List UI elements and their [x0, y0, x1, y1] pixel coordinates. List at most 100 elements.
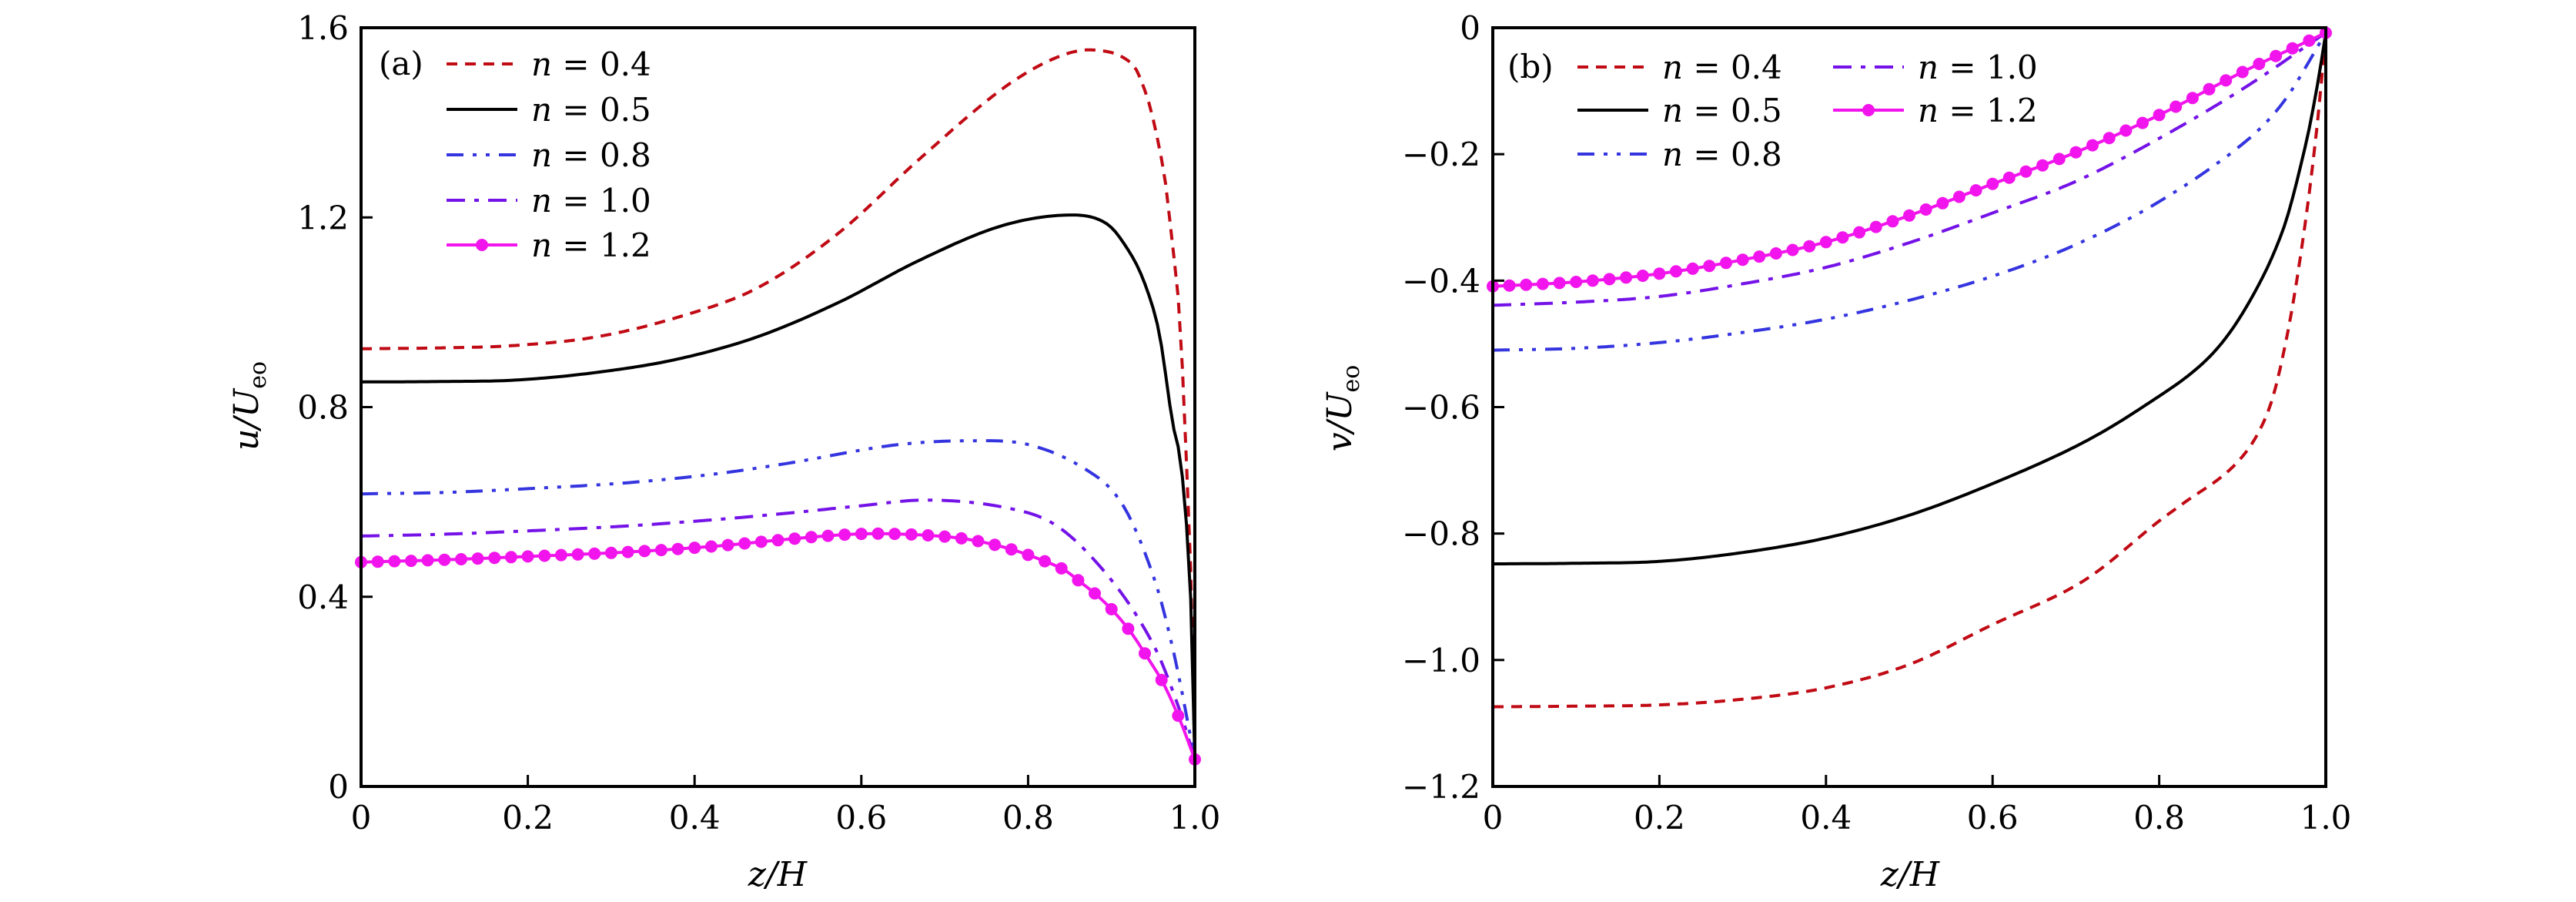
panel-a-legend-item: n = 1.2	[447, 226, 651, 264]
panel-b-y-axis-label: v/Ueo	[1320, 365, 1365, 452]
panel-b-marker-n-1-2	[2203, 82, 2216, 96]
panel-a-marker-n-1-2	[788, 532, 801, 545]
panel-a-marker-n-1-2	[989, 538, 1002, 552]
panel-a-marker-n-1-2	[972, 535, 985, 548]
panel-b-marker-n-1-2	[2253, 58, 2266, 70]
panel-b-x-ticks: 0 0.2 0.4 0.6 0.8 1.0	[1483, 775, 2352, 837]
panel-b-marker-n-1-2	[1653, 267, 1666, 280]
panel-a-series-n-0-4	[360, 48, 1196, 759]
panel-b-marker-n-1-2	[1520, 278, 1533, 291]
panel-a-x-tick-label: 1.0	[1169, 799, 1221, 837]
panel-b-marker-n-1-2	[1720, 257, 1732, 270]
panel-a-marker-n-1-2	[704, 540, 718, 553]
panel-b-legend-item: n = 0.4	[1577, 49, 1782, 86]
panel-b-legend: (b) n = 0.4 n = 0.5 n = 0.8 n = 1.0 n = 1.2	[1507, 48, 2038, 173]
panel-a-marker-n-1-2	[738, 537, 751, 550]
legend-label: n = 0.8	[1662, 136, 1782, 173]
panel-b-marker-n-1-2	[1836, 231, 1849, 244]
panel-b-marker-n-1-2	[1603, 273, 1616, 286]
panel-b-y-tick-label: −1.2	[1402, 768, 1480, 806]
panel-a-marker-n-1-2	[455, 553, 467, 565]
panel-b-marker-n-1-2	[1570, 276, 1583, 288]
panel-a-y-tick-label: 0	[328, 768, 349, 806]
panel-b-x-tick-label: 0.6	[1967, 799, 2019, 837]
panel-b-marker-n-1-2	[2069, 146, 2083, 159]
panel-b-marker-n-1-2	[2286, 42, 2299, 55]
panel-a-velocity-u: 0 0.2 0.4 0.6 0.8 1.0 0 0.4 0.8 1.2 1.6 z/H u/Ueo…	[227, 9, 1220, 894]
panel-b-marker-n-1-2	[2036, 159, 2049, 172]
panel-b-marker-n-1-2	[2136, 116, 2149, 129]
panel-b-tag: (b)	[1507, 48, 1554, 86]
panel-a-series-n-1-2	[360, 531, 1196, 760]
panel-b-x-tick-label: 1.0	[2300, 799, 2352, 837]
legend-marker-sample	[1862, 104, 1875, 116]
panel-a-marker-n-1-2	[671, 542, 684, 555]
panel-a-marker-n-1-2	[571, 548, 584, 561]
panel-b-marker-n-1-2	[1869, 220, 1882, 233]
panel-a-marker-n-1-2	[855, 528, 868, 541]
panel-a-x-tick-label: 0.6	[835, 799, 887, 837]
panel-b-marker-n-1-2	[1636, 270, 1649, 282]
panel-b-marker-n-1-2	[2086, 139, 2099, 152]
panel-b-marker-n-1-2	[1919, 203, 1932, 216]
panel-b-series-n-1-0	[1492, 31, 2327, 307]
panel-b-marker-n-1-2	[1586, 274, 1599, 287]
panel-b-x-tick-label: 0.8	[2133, 799, 2185, 837]
panel-b-marker-n-1-2	[1769, 247, 1782, 260]
panel-a-marker-n-1-2	[871, 527, 885, 540]
panel-a-series-n-0-5	[360, 213, 1196, 759]
panel-a-legend-item: n = 0.8	[447, 136, 651, 174]
panel-b-x-tick-label: 0.4	[1800, 799, 1852, 837]
panel-a-marker-n-1-2	[654, 544, 667, 557]
panel-b-y-tick-label: −1.0	[1402, 642, 1480, 679]
panel-a-marker-n-1-2	[838, 528, 851, 542]
panel-b-curves	[1487, 26, 2332, 709]
panel-b-marker-n-1-2	[1819, 236, 1832, 249]
legend-label: n = 0.8	[531, 136, 651, 174]
panel-b-marker-n-1-2	[1703, 260, 1716, 273]
panel-a-marker-n-1-2	[1055, 562, 1068, 575]
panel-a-marker-n-1-2	[1155, 673, 1168, 686]
panel-a-marker-n-1-2	[1105, 602, 1118, 615]
panel-a-y-tick-label: 0.4	[297, 578, 349, 616]
panel-b-x-axis-label: z/H	[1880, 855, 1941, 894]
panel-a-marker-n-1-2	[638, 545, 651, 558]
panel-a-x-ticks: 0 0.2 0.4 0.6 0.8 1.0	[351, 775, 1221, 837]
panel-b-marker-n-1-2	[2119, 124, 2133, 137]
panel-a-marker-n-1-2	[554, 548, 567, 562]
panel-a-marker-n-1-2	[821, 529, 835, 542]
panel-a-marker-n-1-2	[1072, 574, 1085, 587]
legend-marker-sample	[476, 239, 488, 251]
panel-b-marker-n-1-2	[1620, 271, 1633, 284]
legend-label: n = 0.5	[531, 91, 651, 129]
panel-a-x-tick-label: 0	[351, 799, 372, 837]
legend-label: n = 0.4	[1662, 49, 1782, 86]
panel-a-legend: (a) n = 0.4 n = 0.5 n = 0.8 n = 1.0 n = 1.2	[379, 45, 651, 264]
panel-a-marker-n-1-2	[1139, 647, 1151, 660]
panel-a-legend-item: n = 0.4	[447, 45, 651, 83]
panel-b-legend-item: n = 1.0	[1833, 49, 2038, 86]
panel-a-series-n-0-8	[360, 439, 1196, 760]
panel-b-legend-item: n = 0.5	[1577, 92, 1782, 129]
panel-b-marker-n-1-2	[2019, 165, 2032, 178]
panel-a-tag: (a)	[379, 45, 423, 82]
panel-a-y-axis-label: u/Ueo	[227, 361, 272, 451]
panel-a-plot-frame	[360, 26, 1196, 788]
panel-b-x-tick-label: 0.2	[1634, 799, 1685, 837]
panel-a-legend-item: n = 0.5	[447, 91, 651, 129]
panel-a-legend-item: n = 1.0	[447, 182, 651, 220]
panel-b-y-tick-label: 0	[1460, 9, 1480, 47]
panel-b-series-n-0-5	[1492, 32, 2327, 566]
panel-b-marker-n-1-2	[1536, 277, 1549, 290]
panel-a-marker-n-1-2	[771, 534, 785, 547]
panel-b-y-tick-label: −0.8	[1402, 515, 1480, 553]
panel-a-y-tick-label: 1.2	[297, 199, 349, 236]
panel-a-x-tick-label: 0.2	[502, 799, 554, 837]
panel-b-marker-n-1-2	[2303, 34, 2316, 47]
panel-a-marker-n-1-2	[421, 554, 434, 567]
legend-label: n = 1.0	[1918, 49, 2038, 86]
panel-b-marker-n-1-2	[1903, 209, 1915, 222]
panel-a-marker-n-1-2	[905, 528, 918, 541]
legend-label: n = 1.2	[531, 226, 651, 264]
panel-b-marker-n-1-2	[1503, 279, 1516, 292]
